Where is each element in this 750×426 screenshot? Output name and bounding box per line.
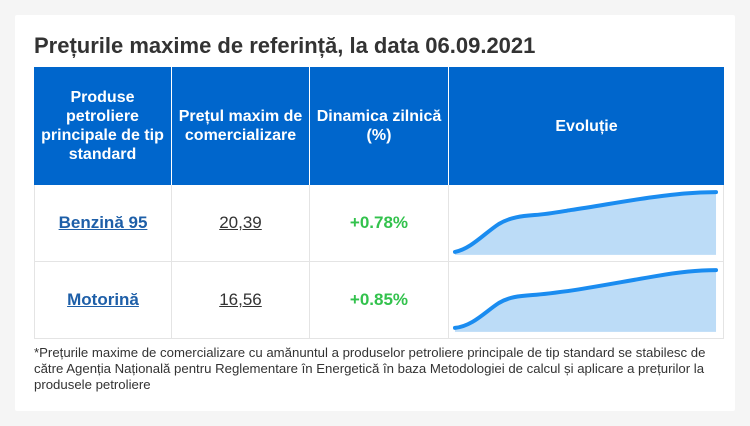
product-link-motorina[interactable]: Motorină <box>67 290 139 309</box>
sparkline-area <box>454 191 717 255</box>
table-row: Motorină 16,56 +0.85% <box>34 262 724 339</box>
price-table: Produse petroliere principale de tip sta… <box>34 67 724 339</box>
evolution-cell <box>449 262 724 338</box>
product-link-benzina-95[interactable]: Benzină 95 <box>58 213 148 232</box>
change-cell: +0.78% <box>310 185 449 261</box>
table-row: Benzină 95 20,39 +0.78% <box>34 185 724 262</box>
product-cell: Motorină <box>34 262 172 338</box>
price-card: Prețurile maxime de referință, la data 0… <box>15 15 735 411</box>
header-change: Dinamica zilnică (%) <box>310 67 449 185</box>
header-price: Prețul maxim de comercializare <box>172 67 310 185</box>
evolution-cell <box>449 185 724 261</box>
header-evolution: Evoluție <box>449 67 724 185</box>
header-product: Produse petroliere principale de tip sta… <box>34 67 172 185</box>
footnote: *Prețurile maxime de comercializare cu a… <box>34 345 706 392</box>
price-cell: 20,39 <box>172 185 310 261</box>
product-cell: Benzină 95 <box>34 185 172 261</box>
sparkline-line <box>452 189 719 254</box>
sparkline-area <box>454 269 717 332</box>
price-link[interactable]: 16,56 <box>219 290 262 309</box>
evolution-sparkline <box>452 267 719 332</box>
evolution-sparkline <box>452 189 719 255</box>
price-link[interactable]: 20,39 <box>219 213 262 232</box>
page-title: Prețurile maxime de referință, la data 0… <box>34 33 536 58</box>
daily-change-value: +0.85% <box>349 290 409 309</box>
price-cell: 16,56 <box>172 262 310 338</box>
change-cell: +0.85% <box>310 262 449 338</box>
daily-change-value: +0.78% <box>349 213 409 232</box>
sparkline-line <box>452 267 719 330</box>
